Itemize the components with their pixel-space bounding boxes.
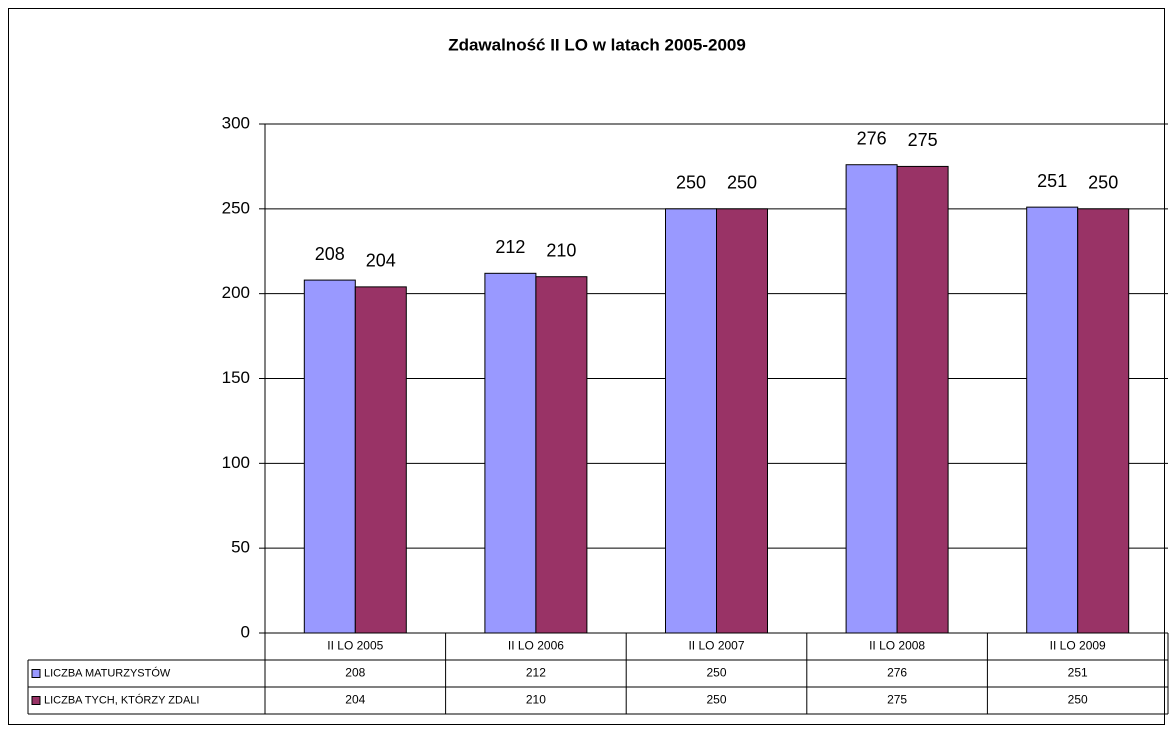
data-label: 250: [1088, 173, 1118, 193]
x-tick-label: II LO 2006: [508, 639, 564, 653]
bar: [716, 208, 768, 634]
bar: [484, 272, 537, 634]
chart-title: Zdawalność II LO w latach 2005-2009: [448, 35, 746, 54]
bar: [1026, 206, 1079, 634]
data-label: 208: [315, 244, 345, 264]
data-label: 275: [908, 130, 938, 150]
y-tick-label: 150: [222, 368, 250, 387]
x-tick-label: II LO 2009: [1050, 639, 1106, 653]
table-value: 210: [526, 693, 546, 707]
table-value: 275: [887, 693, 907, 707]
data-label: 251: [1037, 171, 1067, 191]
y-tick-label: 200: [222, 283, 250, 302]
bar: [845, 164, 898, 634]
table-value: 250: [706, 666, 726, 680]
table-value: 208: [345, 666, 365, 680]
x-tick-label: II LO 2005: [327, 639, 383, 653]
data-label: 204: [366, 251, 396, 271]
bar: [354, 286, 407, 634]
table-value: 250: [1068, 693, 1088, 707]
bar: [535, 276, 588, 634]
bar: [896, 165, 949, 634]
y-tick-label: 300: [222, 113, 250, 132]
legend-label: LICZBA TYCH, KTÓRZY ZDALI: [44, 693, 199, 706]
legend-key: [31, 669, 41, 678]
bar: [665, 208, 717, 634]
bar: [303, 279, 356, 634]
data-label: 276: [857, 128, 887, 148]
data-label: 212: [495, 237, 525, 257]
data-label: 250: [727, 173, 757, 193]
bar: [1077, 208, 1130, 634]
y-tick-label: 250: [222, 198, 250, 217]
y-tick-label: 100: [222, 453, 250, 472]
table-value: 212: [526, 666, 546, 680]
y-tick-label: 0: [241, 622, 250, 641]
table-value: 204: [345, 693, 365, 707]
x-tick-label: II LO 2008: [869, 639, 925, 653]
x-tick-label: II LO 2007: [688, 639, 744, 653]
legend-label: LICZBA MATURZYSTÓW: [44, 666, 171, 679]
y-tick-label: 50: [231, 538, 250, 557]
table-value: 251: [1068, 666, 1088, 680]
data-label: 250: [676, 173, 706, 193]
data-label: 210: [546, 240, 576, 260]
table-value: 276: [887, 666, 907, 680]
table-value: 250: [706, 693, 726, 707]
legend-key: [31, 696, 41, 705]
